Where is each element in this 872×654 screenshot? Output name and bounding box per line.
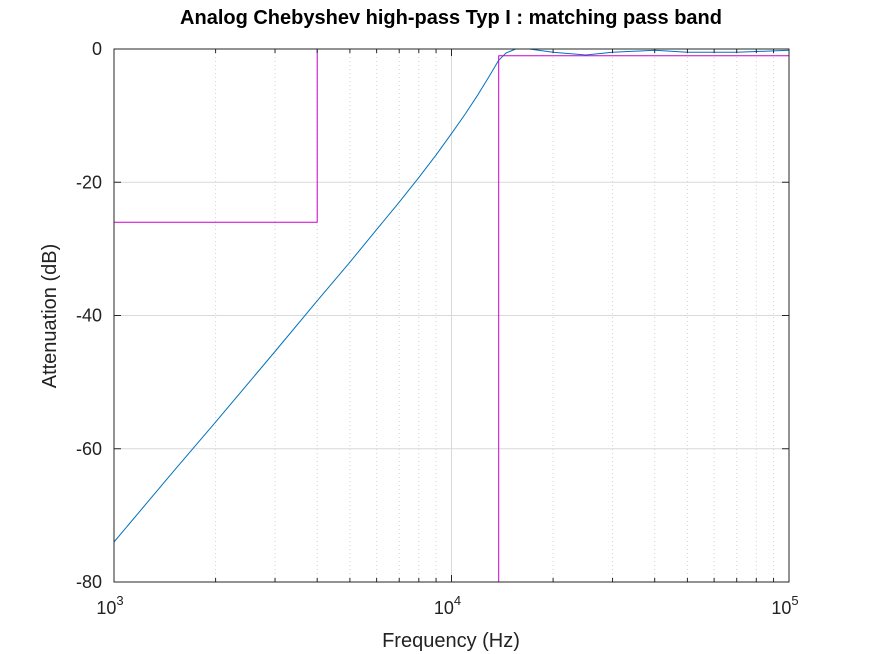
- y-tick-label: 0: [92, 39, 102, 59]
- y-tick-labels: 0 -20 -40 -60 -80: [76, 39, 102, 592]
- x-tick-label: 104: [434, 593, 461, 618]
- chart-title: Analog Chebyshev high-pass Typ I : match…: [180, 7, 722, 29]
- x-tick-label: 105: [771, 593, 798, 618]
- y-axis-label: Attenuation (dB): [39, 244, 61, 389]
- y-tick-label: -40: [76, 306, 102, 326]
- series-line: [498, 55, 789, 582]
- x-tick-label: 103: [96, 593, 123, 618]
- y-tick-label: -20: [76, 172, 102, 192]
- x-axis-label: Frequency (Hz): [382, 630, 520, 652]
- y-tick-label: -60: [76, 439, 102, 459]
- x-tick-labels: 103 104 105: [96, 593, 798, 618]
- y-tick-label: -80: [76, 572, 102, 592]
- ticks: [113, 48, 790, 583]
